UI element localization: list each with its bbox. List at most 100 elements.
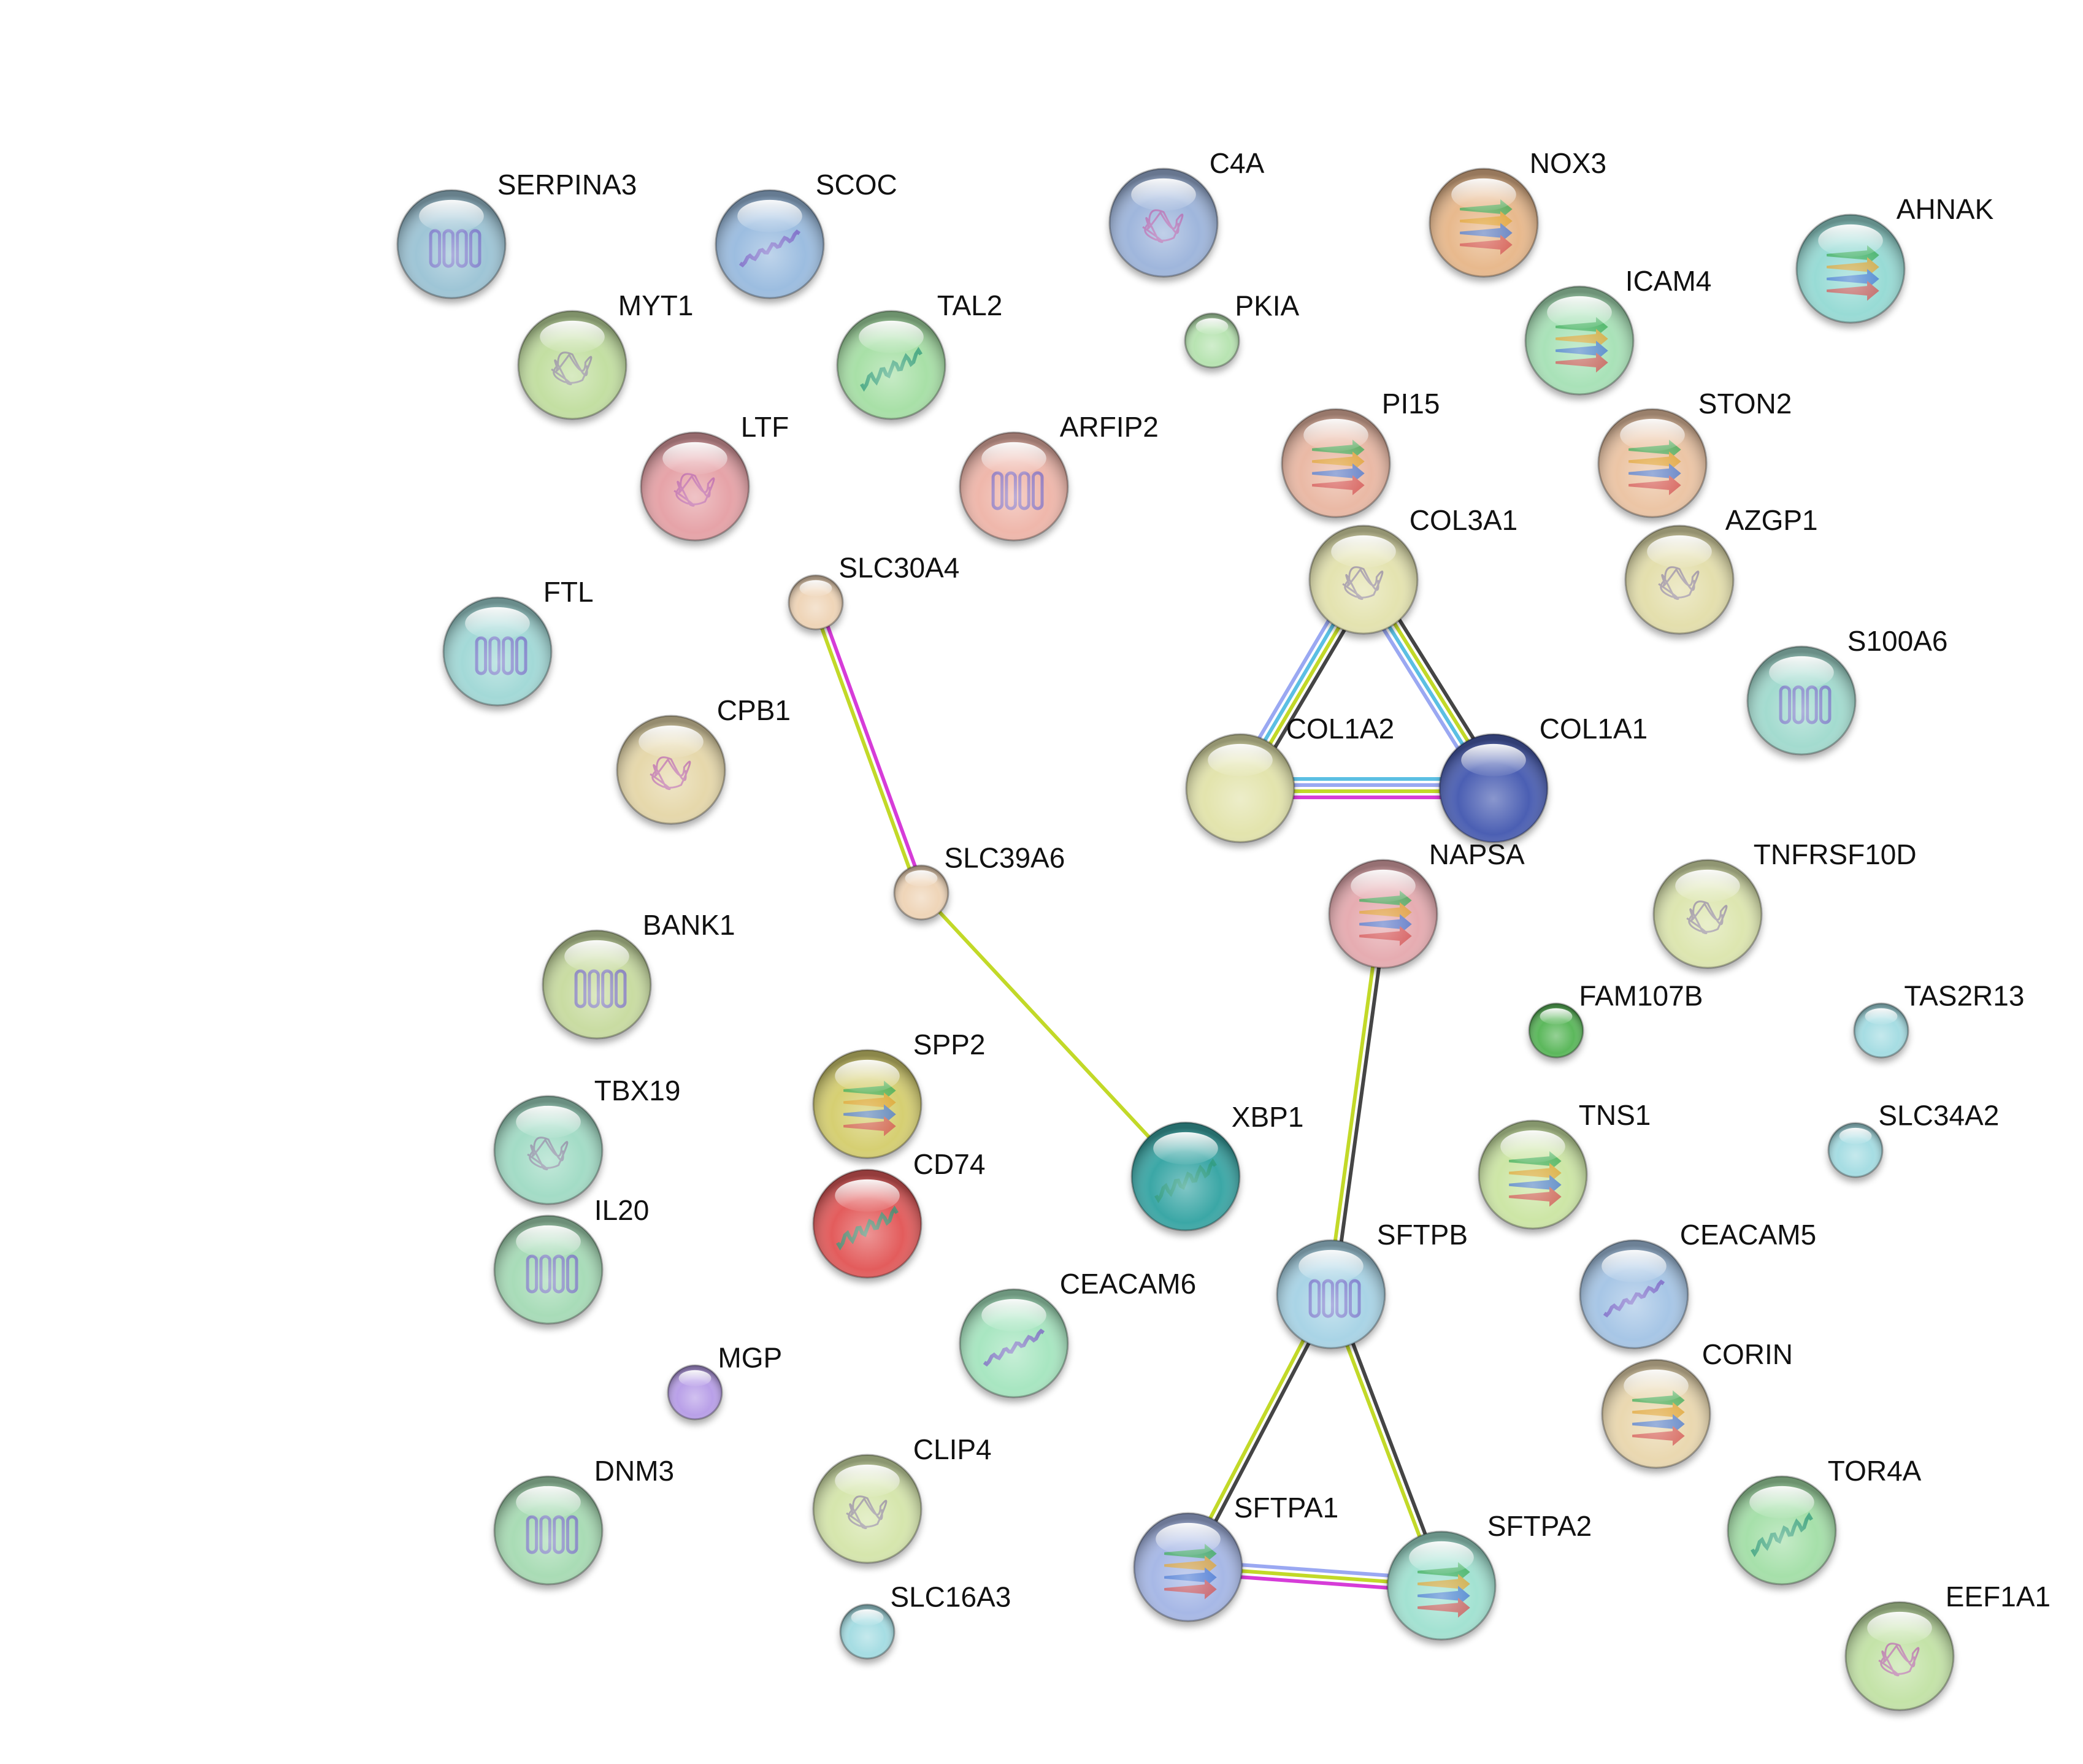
node-fam107b[interactable]: FAM107B — [1528, 980, 1703, 1059]
edge-strand — [1326, 911, 1383, 1296]
node-tor4a[interactable]: TOR4A — [1727, 1455, 1922, 1586]
node-label: SLC34A2 — [1878, 1100, 1999, 1132]
node-highlight — [419, 199, 484, 232]
node-highlight — [905, 870, 938, 887]
edge-napsa-sftpb[interactable] — [1326, 911, 1388, 1297]
node-highlight — [1865, 1008, 1898, 1025]
node-highlight — [540, 320, 605, 353]
node-label: SFTPB — [1377, 1219, 1468, 1251]
node-il20[interactable]: IL20 — [493, 1194, 649, 1325]
node-highlight — [516, 1225, 581, 1258]
node-bank1[interactable]: BANK1 — [542, 909, 735, 1040]
node-label: SLC30A4 — [838, 552, 959, 584]
node-highlight — [851, 1609, 884, 1626]
node-label: BANK1 — [643, 909, 735, 941]
edge-strand — [811, 601, 921, 895]
node-ltf[interactable]: LTF — [640, 411, 789, 542]
node-eef1a1[interactable]: EEF1A1 — [1844, 1581, 2050, 1711]
node-highlight — [1500, 1130, 1565, 1163]
node-label: CEACAM6 — [1060, 1268, 1196, 1300]
node-highlight — [516, 1105, 581, 1138]
node-label: SLC16A3 — [890, 1581, 1011, 1613]
node-mgp[interactable]: MGP — [667, 1342, 782, 1421]
node-slc16a3[interactable]: SLC16A3 — [839, 1581, 1011, 1660]
node-label: SFTPA1 — [1234, 1492, 1338, 1524]
node-highlight — [1351, 869, 1416, 902]
node-label: EEF1A1 — [1946, 1581, 2050, 1613]
edge-slc39a6-xbp1[interactable] — [919, 891, 1187, 1178]
edge-strand — [919, 891, 1187, 1178]
node-arfip2[interactable]: ARFIP2 — [959, 411, 1159, 542]
node-label: MGP — [718, 1342, 782, 1374]
node-label: XBP1 — [1232, 1101, 1304, 1133]
node-label: COL3A1 — [1410, 504, 1517, 536]
node-col1a1[interactable]: COL1A1 — [1438, 713, 1648, 843]
node-napsa[interactable]: NAPSA — [1328, 838, 1525, 969]
node-label: SFTPA2 — [1487, 1510, 1592, 1542]
node-slc34a2[interactable]: SLC34A2 — [1827, 1100, 1999, 1178]
node-label: AZGP1 — [1725, 504, 1818, 536]
node-tbx19[interactable]: TBX19 — [493, 1075, 681, 1205]
node-highlight — [465, 607, 530, 640]
node-icam4[interactable]: ICAM4 — [1524, 265, 1712, 396]
node-highlight — [1451, 178, 1516, 211]
node-label: S100A6 — [1847, 625, 1948, 657]
node-ahnak[interactable]: AHNAK — [1795, 193, 1994, 324]
node-serpina3[interactable]: SERPINA3 — [396, 169, 637, 299]
node-label: TBX19 — [594, 1075, 681, 1106]
node-nox3[interactable]: NOX3 — [1429, 147, 1606, 278]
node-highlight — [1867, 1611, 1932, 1644]
node-dnm3[interactable]: DNM3 — [493, 1455, 674, 1586]
node-highlight — [639, 725, 704, 758]
node-pi15[interactable]: PI15 — [1281, 388, 1440, 518]
node-c4a[interactable]: C4A — [1108, 147, 1265, 278]
node-highlight — [1195, 318, 1229, 335]
node-highlight — [1331, 535, 1396, 568]
node-highlight — [1620, 418, 1685, 451]
node-ston2[interactable]: STON2 — [1597, 388, 1792, 518]
node-s100a6[interactable]: S100A6 — [1746, 625, 1948, 756]
edge-strand — [816, 599, 926, 894]
node-cpb1[interactable]: CPB1 — [616, 694, 791, 825]
node-myt1[interactable]: MYT1 — [517, 290, 694, 420]
node-label: MYT1 — [618, 290, 694, 321]
node-pkia[interactable]: PKIA — [1184, 290, 1300, 369]
node-slc39a6[interactable]: SLC39A6 — [893, 842, 1065, 921]
node-highlight — [1208, 743, 1273, 777]
node-ftl[interactable]: FTL — [442, 576, 594, 707]
node-ceacam5[interactable]: CEACAM5 — [1579, 1219, 1816, 1349]
node-tns1[interactable]: TNS1 — [1478, 1099, 1651, 1230]
node-clip4[interactable]: CLIP4 — [812, 1433, 992, 1564]
node-xbp1[interactable]: XBP1 — [1130, 1101, 1304, 1232]
node-scoc[interactable]: SCOC — [715, 169, 897, 299]
node-slc30a4[interactable]: SLC30A4 — [788, 552, 959, 631]
node-highlight — [799, 580, 832, 597]
node-label: DNM3 — [594, 1455, 674, 1487]
node-label: C4A — [1210, 147, 1265, 179]
node-highlight — [678, 1370, 712, 1387]
node-cd74[interactable]: CD74 — [812, 1148, 985, 1279]
node-highlight — [564, 940, 629, 973]
node-label: SCOC — [816, 169, 897, 201]
node-sftpb[interactable]: SFTPB — [1276, 1219, 1468, 1349]
node-corin[interactable]: CORIN — [1601, 1338, 1793, 1469]
node-sftpa2[interactable]: SFTPA2 — [1386, 1510, 1592, 1641]
node-ceacam6[interactable]: CEACAM6 — [959, 1268, 1196, 1398]
edge-slc30a4-slc39a6[interactable] — [811, 599, 926, 895]
node-tal2[interactable]: TAL2 — [836, 290, 1002, 420]
node-sftpa1[interactable]: SFTPA1 — [1133, 1492, 1338, 1622]
node-spp2[interactable]: SPP2 — [812, 1029, 985, 1159]
node-label: CEACAM5 — [1680, 1219, 1816, 1251]
node-azgp1[interactable]: AZGP1 — [1624, 504, 1818, 635]
node-highlight — [1675, 869, 1740, 902]
node-tas2r13[interactable]: TAS2R13 — [1853, 980, 2024, 1059]
node-highlight — [1547, 296, 1612, 329]
node-tnfrsf10d[interactable]: TNFRSF10D — [1652, 838, 1917, 969]
node-col3a1[interactable]: COL3A1 — [1308, 504, 1517, 635]
node-label: ICAM4 — [1625, 265, 1712, 297]
edge-strand — [1332, 912, 1388, 1297]
node-col1a2[interactable]: COL1A2 — [1185, 713, 1394, 843]
node-highlight — [1769, 656, 1834, 689]
node-highlight — [1647, 535, 1712, 568]
node-highlight — [1749, 1486, 1814, 1519]
